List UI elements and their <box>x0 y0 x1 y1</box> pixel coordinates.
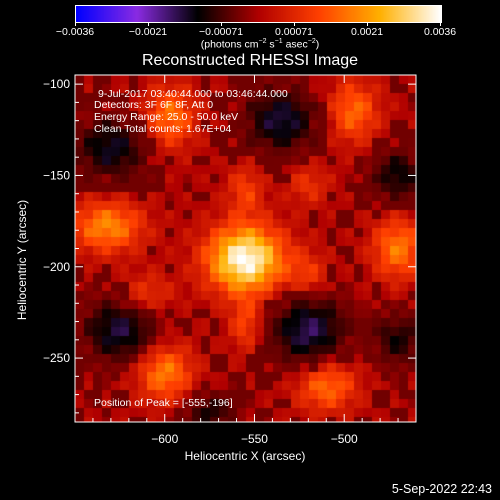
colorbar-tick-mark <box>221 22 222 26</box>
y-tick-label: −150 <box>43 168 70 182</box>
annotation-peak-position: Position of Peak = [-555,-196] <box>94 397 233 409</box>
x-axis: −600 −550 −500 <box>92 75 417 446</box>
y-tick-label: −200 <box>43 260 70 274</box>
colorbar-tick-label: 0.00071 <box>275 26 313 38</box>
colorbar-tick-mark <box>75 22 76 26</box>
colorbar-units: (photons cm−2 s−1 asec−2) <box>200 38 320 51</box>
x-axis-label: Heliocentric X (arcsec) <box>185 449 306 463</box>
colorbar-tick-mark <box>148 22 149 26</box>
plot-timestamp: 5-Sep-2022 22:43 <box>391 482 492 496</box>
x-tick-label: −550 <box>241 432 268 446</box>
annotation-clean-counts: Clean Total counts: 1.67E+04 <box>94 123 231 135</box>
y-tick-label: −250 <box>43 351 70 365</box>
colorbar-tick-label: −0.00071 <box>198 26 244 38</box>
y-axis: −100 −150 −200 −250 <box>43 77 416 414</box>
chart-title: Reconstructed RHESSI Image <box>141 52 359 69</box>
colorbar-tick-label: −0.0036 <box>55 26 95 38</box>
colorbar-tick-mark <box>294 22 295 26</box>
x-tick-label: −600 <box>151 432 178 446</box>
annotation-time-range: 9-Jul-2017 03:40:44.000 to 03:46:44.000 <box>98 88 288 100</box>
colorbar-gradient <box>76 6 441 22</box>
colorbar <box>75 5 442 23</box>
colorbar-tick-label: 0.0021 <box>350 26 384 38</box>
colorbar-tick-mark <box>440 22 441 26</box>
colorbar-tick-label: −0.0021 <box>128 26 168 38</box>
annotation-detectors: Detectors: 3F 6F 8F, Att 0 <box>94 99 213 111</box>
colorbar-tick-label: 0.0036 <box>423 26 457 38</box>
heatmap-image <box>75 75 416 422</box>
annotation-energy-range: Energy Range: 25.0 - 50.0 keV <box>94 111 238 123</box>
x-tick-label: −500 <box>331 432 358 446</box>
y-axis-label: Heliocentric Y (arcsec) <box>15 200 29 320</box>
y-tick-label: −100 <box>43 77 70 91</box>
colorbar-tick-mark <box>367 22 368 26</box>
